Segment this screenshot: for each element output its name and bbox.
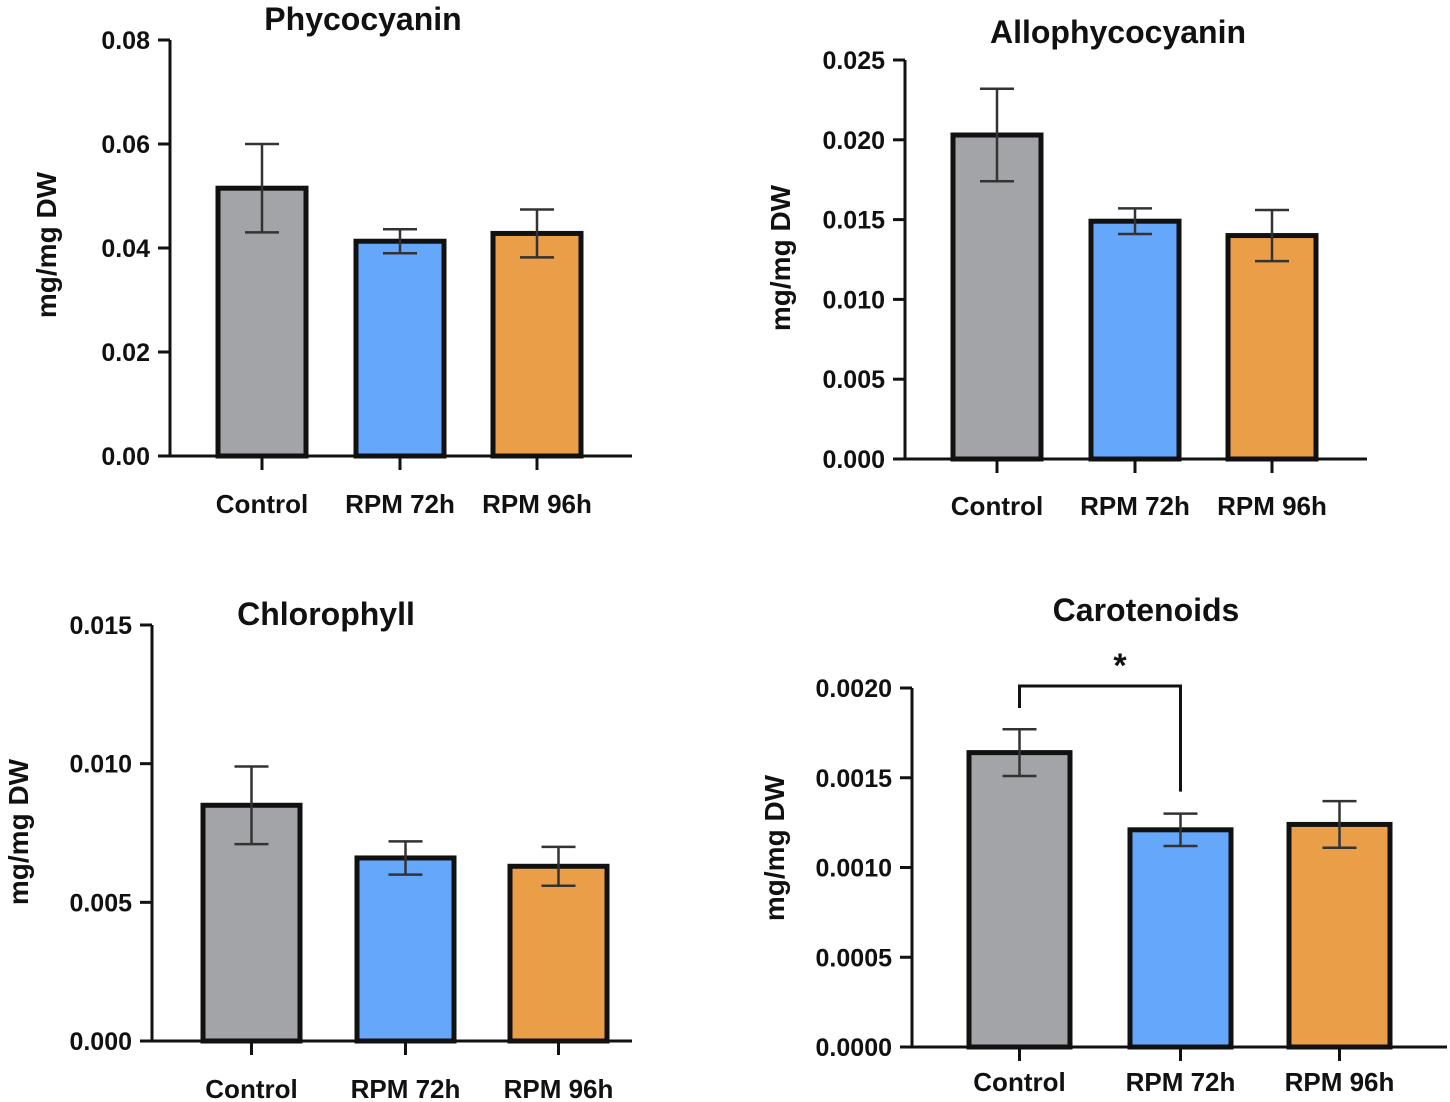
panel-chlorophyll: Chlorophyll mg/mg DW 0.000 0.005 0.010 0.015 C…	[3, 596, 632, 1102]
y-axis-label: mg/mg DW	[765, 184, 796, 331]
x-tick-label: RPM 72h	[1080, 491, 1190, 521]
y-tick-label: 0.02	[101, 339, 150, 367]
y-tick-label: 0.04	[101, 235, 150, 263]
y-axis-label: mg/mg DW	[31, 171, 62, 318]
chart-title: Chlorophyll	[237, 596, 415, 632]
x-tick-label: Control	[205, 1074, 297, 1102]
x-tick-label: RPM 96h	[1285, 1067, 1395, 1097]
y-tick-label: 0.0015	[816, 765, 893, 793]
y-tick-label: 0.010	[69, 751, 132, 779]
y-tick-label: 0.010	[822, 286, 885, 314]
y-tick-label: 0.025	[822, 47, 885, 75]
panel-carotenoids: Carotenoids mg/mg DW 0.0000 0.0005 0.0010 0.0…	[759, 592, 1447, 1097]
chart-title: Phycocyanin	[264, 1, 461, 37]
y-tick-label: 0.08	[101, 27, 150, 55]
y-tick-label: 0.005	[822, 366, 885, 394]
x-tick-label: RPM 96h	[504, 1074, 614, 1102]
x-tick-label: Control	[951, 491, 1043, 521]
x-tick-label: RPM 72h	[345, 489, 455, 519]
bar-rpm72	[353, 238, 447, 459]
y-tick-label: 0.005	[69, 889, 132, 917]
x-tick-label: RPM 72h	[1126, 1067, 1236, 1097]
x-tick-label: Control	[973, 1067, 1065, 1097]
y-tick-label: 0.0005	[816, 944, 893, 972]
bar-rpm96	[1286, 821, 1393, 1050]
bar-rpm96	[1225, 233, 1319, 462]
significance-bracket	[1018, 684, 1182, 792]
bar-rpm96	[507, 863, 610, 1044]
y-tick-label: 0.015	[822, 207, 885, 235]
y-tick-label: 0.0000	[816, 1034, 892, 1062]
y-tick-label: 0.0010	[816, 855, 892, 883]
y-tick-label: 0.000	[822, 446, 885, 474]
bar-control	[966, 750, 1073, 1050]
panel-phycocyanin: Phycocyanin mg/mg DW 0.00 0.02 0.04 0.06 0.08 C…	[31, 1, 632, 519]
y-tick-label: 0.0020	[816, 675, 892, 703]
chart-title: Carotenoids	[1053, 592, 1240, 628]
y-axis-label: mg/mg DW	[759, 774, 790, 921]
y-axis-label: mg/mg DW	[3, 758, 34, 905]
bar-control	[950, 132, 1044, 462]
y-tick-label: 0.06	[101, 131, 150, 159]
significance-marker: *	[1113, 647, 1127, 685]
x-tick-label: Control	[216, 489, 308, 519]
x-tick-label: RPM 96h	[1217, 491, 1327, 521]
y-tick-label: 0.020	[822, 127, 885, 155]
bar-rpm96	[490, 230, 584, 459]
y-tick-label: 0.000	[69, 1028, 132, 1056]
x-tick-label: RPM 96h	[482, 489, 592, 519]
x-tick-label: RPM 72h	[351, 1074, 461, 1102]
panel-allophycocyanin: Allophycocyanin mg/mg DW 0.000 0.005 0.010 0.…	[765, 14, 1367, 521]
bar-rpm72	[1127, 827, 1234, 1050]
chart-title: Allophycocyanin	[990, 14, 1246, 50]
bar-rpm72	[1088, 218, 1182, 462]
bar-rpm72	[354, 855, 457, 1044]
y-tick-label: 0.00	[101, 443, 150, 471]
y-tick-label: 0.015	[69, 612, 132, 640]
